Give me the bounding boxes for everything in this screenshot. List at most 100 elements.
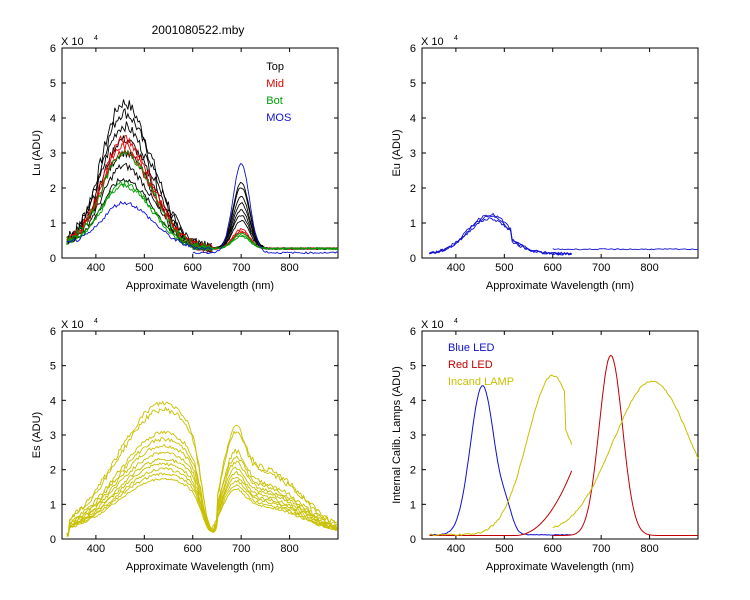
lu-y-tick-label: 6: [50, 43, 56, 55]
eu-exponent-label: X 10: [421, 36, 444, 48]
es-series-line: [66, 406, 338, 534]
lu-x-tick-label: 800: [280, 262, 298, 274]
calib-y-axis-label: Internal Calib. Lamps (ADU): [391, 366, 403, 504]
eu-y-axis-label: Eu (ADU): [391, 129, 403, 176]
calib-red-led-low-line: [429, 470, 573, 537]
lu-series-top-red-line: [192, 187, 339, 250]
lu-series-bot-red-line: [192, 232, 339, 251]
calib-legend-item: Red LED: [448, 359, 493, 371]
lu-series-top-red-line: [192, 209, 339, 250]
eu-x-axis-label: Approximate Wavelength (nm): [486, 280, 634, 292]
lu-series-mid-blue-line: [66, 149, 213, 254]
eu-x-tick-label: 500: [495, 262, 513, 274]
eu-x-tick-label: 600: [544, 262, 562, 274]
calib-y-tick-label: 6: [410, 326, 416, 338]
eu-y-tick-label: 6: [410, 43, 416, 55]
eu-y-tick-label: 5: [410, 78, 416, 90]
es-chart: 400 500 600 700 800 0 1 2 3 4 5 6 Approximate Wavele…: [31, 318, 339, 573]
lu-y-tick-label: 4: [50, 113, 56, 125]
lu-series-top-blue-line: [66, 149, 213, 253]
es-y-tick-label: 3: [50, 430, 56, 442]
es-x-tick-label: 400: [87, 543, 105, 555]
es-y-tick-label: 1: [50, 499, 56, 511]
eu-y-tick-label: 2: [410, 183, 416, 195]
lu-chart: 400 500 600 700 800 0 1 2 3 4 5 6 Approximate Wavele…: [31, 35, 339, 292]
lu-y-tick-label: 0: [50, 253, 56, 265]
calib-exponent-label: X 10: [421, 319, 444, 331]
eu-x-tick-label: 800: [640, 262, 658, 274]
lu-series-mid-red-line: [192, 228, 339, 250]
calib-x-tick-label: 500: [495, 543, 513, 555]
calib-exponent-power: 4: [454, 318, 458, 325]
calib-x-tick-label: 600: [544, 543, 562, 555]
calib-red-led-line: [552, 354, 698, 537]
figure-title: 2001080522.mby: [152, 23, 245, 37]
lu-series-mos-blue-line: [66, 200, 213, 251]
eu-y-tick-label: 1: [410, 218, 416, 230]
es-series-line: [66, 477, 338, 536]
lu-x-tick-label: 500: [135, 262, 153, 274]
lu-series-top-red-line: [192, 219, 339, 250]
es-x-tick-label: 500: [135, 543, 153, 555]
lu-legend-item: Bot: [266, 95, 283, 107]
lu-legend-item: MOS: [266, 112, 291, 124]
es-y-tick-label: 2: [50, 465, 56, 477]
calib-y-tick-label: 2: [410, 465, 416, 477]
lu-y-tick-label: 3: [50, 148, 56, 160]
calib-chart: 400 500 600 700 800 0 1 2 3 4 5 6 Approximate Wavele…: [391, 318, 699, 573]
lu-series-mid-blue-line: [66, 141, 213, 253]
calib-incand-lamp-left-line: [428, 374, 573, 537]
es-x-tick-label: 600: [184, 543, 202, 555]
eu-series-tail-line: [552, 248, 699, 251]
eu-chart: 400 500 600 700 800 0 1 2 3 4 5 6 Approximate Wavele…: [391, 35, 699, 292]
eu-y-tick-label: 4: [410, 113, 416, 125]
calib-y-tick-label: 3: [410, 430, 416, 442]
lu-y-tick-label: 5: [50, 78, 56, 90]
lu-x-tick-label: 400: [87, 262, 105, 274]
calib-blue-led-line: [429, 384, 572, 536]
lu-series-bot-red-line: [192, 235, 339, 250]
lu-y-tick-label: 2: [50, 183, 56, 195]
lu-exponent-label: X 10: [61, 36, 84, 48]
lu-x-tick-label: 700: [232, 262, 250, 274]
lu-x-tick-label: 600: [184, 262, 202, 274]
eu-plot-frame: [421, 47, 699, 259]
calib-x-tick-label: 400: [447, 543, 465, 555]
calib-y-tick-label: 1: [410, 499, 416, 511]
es-y-tick-label: 6: [50, 326, 56, 338]
es-y-axis-label: Es (ADU): [31, 412, 43, 458]
es-x-axis-label: Approximate Wavelength (nm): [126, 561, 274, 573]
es-x-tick-label: 800: [280, 543, 298, 555]
es-series-line: [66, 457, 338, 536]
lu-y-tick-label: 1: [50, 218, 56, 230]
es-y-tick-label: 0: [50, 534, 56, 546]
lu-series-top-blue-line: [66, 107, 213, 253]
calib-y-tick-label: 0: [410, 534, 416, 546]
lu-series-mid-red-line: [192, 231, 339, 251]
es-exponent-label: X 10: [61, 319, 84, 331]
calib-legend-item: Blue LED: [448, 342, 495, 354]
eu-x-tick-label: 700: [592, 262, 610, 274]
eu-y-tick-label: 0: [410, 253, 416, 265]
lu-series-top-red-line: [192, 201, 339, 250]
calib-x-axis-label: Approximate Wavelength (nm): [486, 561, 634, 573]
lu-series-mid-blue-line: [66, 135, 213, 252]
calib-x-tick-label: 700: [592, 543, 610, 555]
lu-legend-item: Top: [266, 61, 284, 73]
lu-x-axis-label: Approximate Wavelength (nm): [126, 280, 274, 292]
lu-series-top-red-line: [192, 195, 339, 250]
eu-exponent-power: 4: [454, 35, 458, 42]
es-series-line: [66, 462, 338, 537]
lu-series-mid-red-line: [192, 230, 339, 250]
lu-legend-item: Mid: [266, 78, 284, 90]
eu-series-line: [429, 217, 572, 256]
calib-y-tick-label: 4: [410, 395, 416, 407]
lu-series-top-blue-line: [66, 121, 213, 251]
es-exponent-power: 4: [94, 318, 98, 325]
es-series-line: [66, 436, 338, 535]
lu-series-top-red-line: [192, 181, 339, 250]
lu-exponent-power: 4: [94, 35, 98, 42]
lu-series-mos-red-line: [192, 162, 339, 255]
